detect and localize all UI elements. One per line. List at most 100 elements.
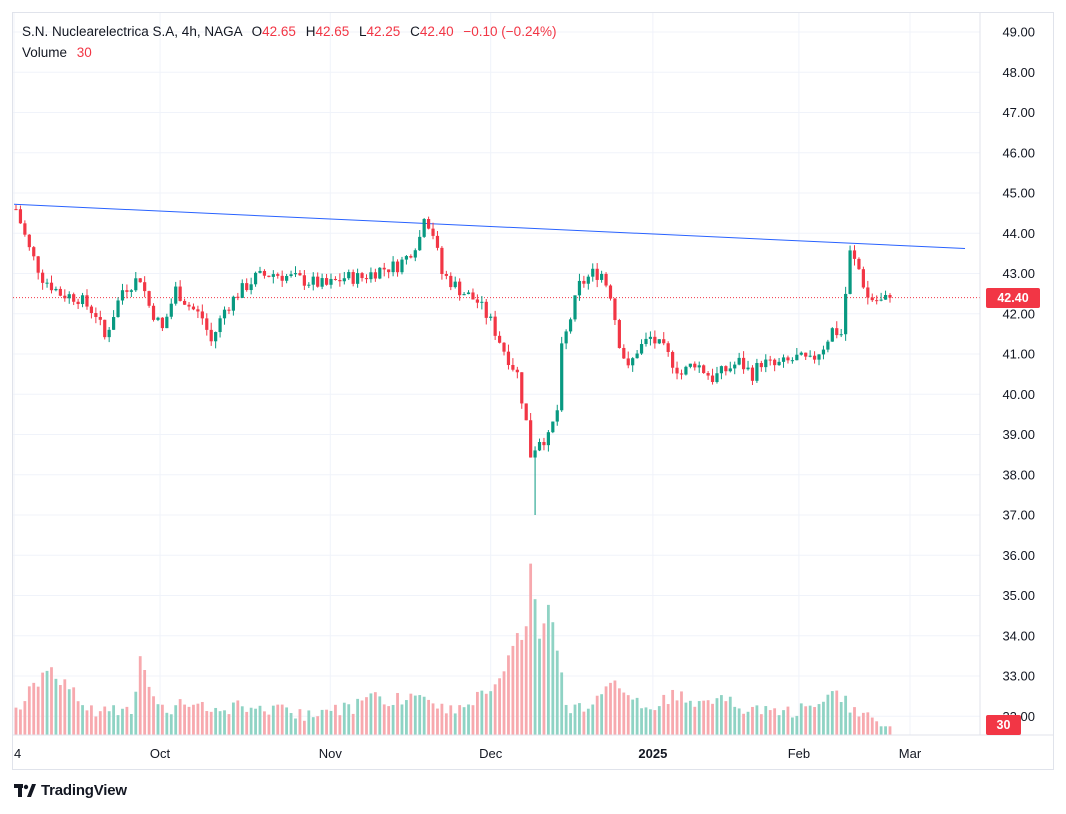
candle-body[interactable] — [764, 359, 768, 368]
candle-body[interactable] — [94, 313, 98, 317]
candle-body[interactable] — [741, 357, 746, 370]
candle-body[interactable] — [560, 343, 564, 411]
candle-body[interactable] — [484, 301, 488, 318]
candle-body[interactable] — [311, 276, 315, 285]
candle-body[interactable] — [76, 301, 80, 305]
candle-body[interactable] — [364, 278, 369, 280]
candle-body[interactable] — [781, 357, 786, 362]
candle-body[interactable] — [23, 223, 27, 235]
price-axis[interactable]: 49.00 48.00 47.00 46.00 45.00 44.00 43.00 42.00… — [1002, 25, 1035, 724]
candle-body[interactable] — [138, 278, 142, 283]
candle-body[interactable] — [249, 284, 253, 291]
candle-body[interactable] — [497, 335, 502, 343]
candle-body[interactable] — [551, 421, 555, 433]
candle-body[interactable] — [821, 349, 826, 355]
candle-body[interactable] — [799, 352, 803, 355]
candle-body[interactable] — [857, 258, 861, 270]
candle-body[interactable] — [187, 304, 191, 307]
volume-label[interactable]: Volume — [22, 45, 68, 60]
candle-body[interactable] — [218, 318, 222, 333]
candle-body[interactable] — [293, 273, 298, 275]
candle-body[interactable] — [595, 268, 599, 280]
candle-body[interactable] — [631, 358, 635, 366]
candle-body[interactable] — [586, 276, 590, 284]
candle-body[interactable] — [58, 288, 62, 296]
candle-body[interactable] — [449, 275, 453, 288]
candle-body[interactable] — [568, 319, 573, 332]
candle-body[interactable] — [174, 286, 178, 304]
candle-body[interactable] — [103, 319, 107, 338]
candle-body[interactable] — [85, 295, 89, 307]
candle-body[interactable] — [755, 362, 759, 381]
candle-body[interactable] — [795, 354, 799, 361]
candle-body[interactable] — [49, 282, 54, 291]
candle-body[interactable] — [347, 272, 351, 279]
candle-body[interactable] — [351, 272, 355, 284]
candle-body[interactable] — [617, 320, 621, 348]
candle-body[interactable] — [258, 270, 262, 273]
candle-body[interactable] — [520, 372, 524, 404]
candle-body[interactable] — [564, 331, 568, 344]
candle-body[interactable] — [542, 441, 546, 446]
candle-body[interactable] — [715, 373, 719, 382]
candle-body[interactable] — [191, 306, 196, 310]
candle-body[interactable] — [236, 296, 240, 298]
candle-body[interactable] — [80, 295, 85, 305]
candle-body[interactable] — [546, 432, 550, 446]
candle-body[interactable] — [537, 441, 542, 451]
candle-body[interactable] — [253, 272, 258, 285]
trendline[interactable] — [13, 203, 966, 250]
candle-body[interactable] — [555, 410, 559, 422]
candle-body[interactable] — [32, 247, 36, 257]
candle-body[interactable] — [276, 274, 280, 276]
candle-body[interactable] — [422, 219, 426, 237]
candle-body[interactable] — [404, 256, 409, 260]
candle-body[interactable] — [835, 328, 839, 336]
candle-body[interactable] — [644, 338, 648, 345]
candle-body[interactable] — [369, 272, 373, 280]
candle-body[interactable] — [333, 278, 338, 280]
candle-body[interactable] — [684, 366, 688, 375]
candle-body[interactable] — [489, 316, 493, 318]
candle-body[interactable] — [453, 281, 457, 288]
candle-body[interactable] — [356, 273, 360, 284]
candle-body[interactable] — [143, 282, 147, 292]
candle-body[interactable] — [648, 336, 653, 339]
candle-body[interactable] — [750, 367, 755, 381]
tradingview-logo[interactable]: TradingView — [14, 782, 127, 799]
candle-body[interactable] — [298, 273, 302, 276]
candle-body[interactable] — [125, 290, 129, 292]
candle-body[interactable] — [888, 295, 892, 298]
candle-body[interactable] — [302, 275, 306, 286]
candle-body[interactable] — [222, 309, 227, 319]
candle-body[interactable] — [338, 279, 342, 282]
candle-body[interactable] — [67, 294, 71, 299]
candle-body[interactable] — [613, 298, 617, 321]
candle-body[interactable] — [777, 361, 781, 366]
candle-body[interactable] — [320, 278, 324, 287]
candle-body[interactable] — [196, 309, 200, 312]
candle-body[interactable] — [675, 367, 679, 374]
candle-body[interactable] — [608, 285, 613, 299]
candle-body[interactable] — [746, 367, 750, 370]
candle-body[interactable] — [600, 273, 604, 280]
candle-body[interactable] — [435, 235, 440, 248]
candle-body[interactable] — [160, 317, 165, 329]
candle-body[interactable] — [883, 295, 888, 300]
candle-body[interactable] — [147, 291, 151, 306]
candle-body[interactable] — [737, 357, 741, 365]
candle-body[interactable] — [870, 297, 874, 301]
candle-body[interactable] — [706, 373, 710, 376]
candle-body[interactable] — [693, 363, 697, 368]
candle-body[interactable] — [466, 292, 471, 295]
candle-body[interactable] — [440, 247, 444, 274]
candle-body[interactable] — [710, 375, 715, 382]
candle-body[interactable] — [280, 275, 284, 281]
candle-body[interactable] — [506, 351, 511, 366]
candle-body[interactable] — [786, 357, 790, 361]
candle-body[interactable] — [107, 329, 111, 338]
candle-body[interactable] — [116, 300, 120, 318]
candle-body[interactable] — [529, 420, 533, 458]
candle-body[interactable] — [639, 344, 644, 354]
candle-body[interactable] — [373, 272, 377, 279]
